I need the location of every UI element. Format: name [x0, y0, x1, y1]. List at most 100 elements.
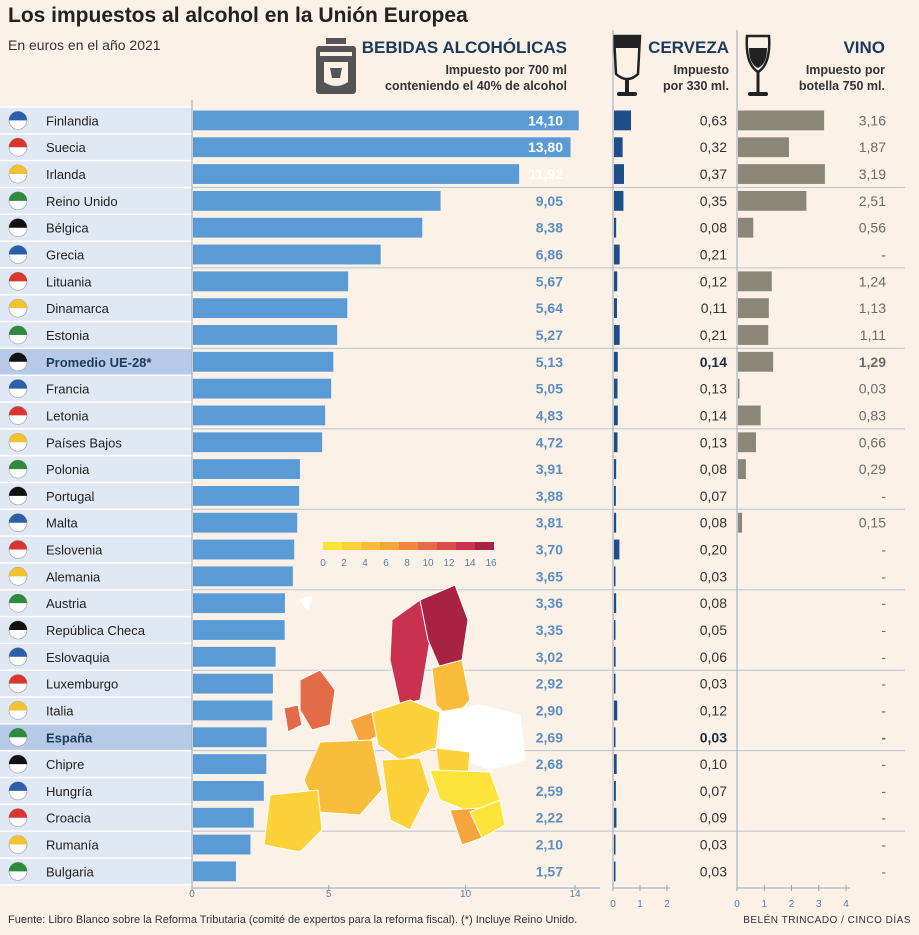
map-legend-swatch	[475, 542, 494, 550]
wine-bar	[738, 137, 789, 158]
beer-bar	[614, 620, 616, 640]
highlight-row	[0, 723, 192, 751]
spirits-bar	[193, 432, 323, 453]
spirits-bar	[193, 512, 298, 533]
wine-bar	[738, 190, 807, 211]
wine-value-label: -	[881, 542, 886, 558]
beer-bar	[614, 164, 624, 184]
spirits-value-label: 5,05	[536, 381, 563, 397]
spirits-value-label: 2,68	[536, 756, 563, 772]
chart-title: Los impuestos al alcohol en la Unión Eur…	[8, 4, 468, 27]
country-label: Polonia	[46, 462, 90, 477]
wine-value-label: 1,13	[859, 300, 886, 316]
beer-bar	[614, 244, 620, 265]
wine-value-label: -	[881, 488, 886, 504]
spirits-value-label: 3,36	[536, 595, 563, 611]
wine-value-label: 1,24	[859, 273, 886, 289]
spirits-bar	[193, 378, 332, 399]
country-label: Italia	[46, 703, 74, 718]
country-label: Promedio UE-28*	[46, 355, 152, 370]
beer-bar	[614, 673, 616, 694]
wine-value-label: -	[881, 783, 886, 799]
flag-icon	[8, 272, 28, 291]
beer-value-label: 0,03	[700, 729, 727, 745]
map-legend-swatch	[342, 542, 361, 550]
wine-tick-label: 3	[816, 899, 822, 910]
beer-value-label: 0,07	[700, 783, 727, 799]
wine-value-label: -	[881, 622, 886, 638]
wine-value-label: -	[881, 247, 886, 263]
chart-subtitle: En euros en el año 2021	[8, 37, 161, 53]
spirits-bar	[193, 351, 334, 372]
wine-bar	[738, 459, 746, 479]
wine-value-label: 2,51	[859, 193, 886, 209]
country-label: Austria	[46, 596, 87, 611]
map-legend: 0 2 4 6 8 10 12 14 16	[320, 542, 497, 569]
beer-bar	[614, 512, 617, 533]
spirits-bar	[193, 190, 441, 211]
beer-value-label: 0,05	[700, 622, 727, 638]
country-label: Finlandia	[46, 113, 100, 128]
beer-bar	[614, 110, 632, 131]
wine-value-label: -	[881, 863, 886, 879]
map-region	[283, 704, 303, 733]
beer-bar	[614, 459, 617, 479]
beer-value-label: 0,14	[700, 354, 727, 370]
beer-bar	[614, 700, 618, 721]
beer-bar	[614, 861, 616, 882]
flag-icon	[8, 513, 28, 533]
spirits-value-label: 14,10	[528, 112, 563, 128]
flag-icon	[8, 352, 28, 372]
spirits-bar	[193, 700, 273, 721]
flag-icon	[8, 781, 28, 801]
beer-bar	[614, 593, 617, 614]
beer-bar	[614, 217, 617, 238]
country-label: Suecia	[46, 140, 87, 155]
beer-bar	[614, 432, 618, 453]
beer-value-label: 0,21	[700, 327, 727, 343]
country-label: Letonia	[46, 408, 89, 423]
country-label: España	[46, 730, 93, 745]
beer-value-label: 0,13	[700, 381, 727, 397]
spirits-value-label: 3,02	[536, 649, 563, 665]
spirits-bar	[193, 325, 338, 345]
beer-bar	[614, 298, 617, 319]
wine-bar	[738, 164, 825, 184]
map-legend-tick: 14	[464, 558, 476, 569]
wine-value-label: -	[881, 837, 886, 853]
country-label: Eslovenia	[46, 543, 103, 558]
beer-bar	[614, 405, 618, 426]
wine-bar	[738, 298, 769, 319]
wine-value-label: 0,03	[859, 381, 886, 397]
beer-value-label: 0,63	[700, 112, 727, 128]
wine-value-label: 3,19	[859, 166, 886, 182]
flag-icon	[8, 325, 28, 345]
footer-credit: BELÉN TRINCADO / CINCO DÍAS	[743, 915, 911, 926]
country-label: Hungría	[46, 784, 93, 799]
beer-bar	[614, 325, 620, 345]
flag-icon	[8, 137, 28, 157]
spirits-tick-label: 10	[460, 889, 472, 900]
wine-tick-label: 4	[843, 899, 849, 910]
wine-value-label: 1,87	[859, 139, 886, 155]
map-region	[381, 757, 431, 831]
country-label: República Checa	[46, 623, 146, 638]
wine-value-label: -	[881, 756, 886, 772]
country-label: Chipre	[46, 757, 84, 772]
spirits-value-label: 3,35	[536, 622, 563, 638]
beer-tick-label: 0	[610, 899, 616, 910]
spirits-bar	[193, 298, 348, 319]
beer-value-label: 0,03	[700, 837, 727, 853]
spirits-bar	[193, 727, 267, 748]
wine-bar	[738, 217, 754, 238]
flag-icon	[8, 406, 28, 425]
spirits-bar	[193, 673, 273, 694]
map-legend-swatch	[456, 542, 475, 550]
beer-bar	[614, 727, 616, 748]
beer-bar	[614, 566, 616, 587]
beer-value-label: 0,12	[700, 702, 727, 718]
wine-bar	[738, 432, 756, 453]
spirits-bar	[193, 485, 300, 506]
beer-bar	[614, 137, 623, 158]
flag-icon	[8, 647, 28, 667]
